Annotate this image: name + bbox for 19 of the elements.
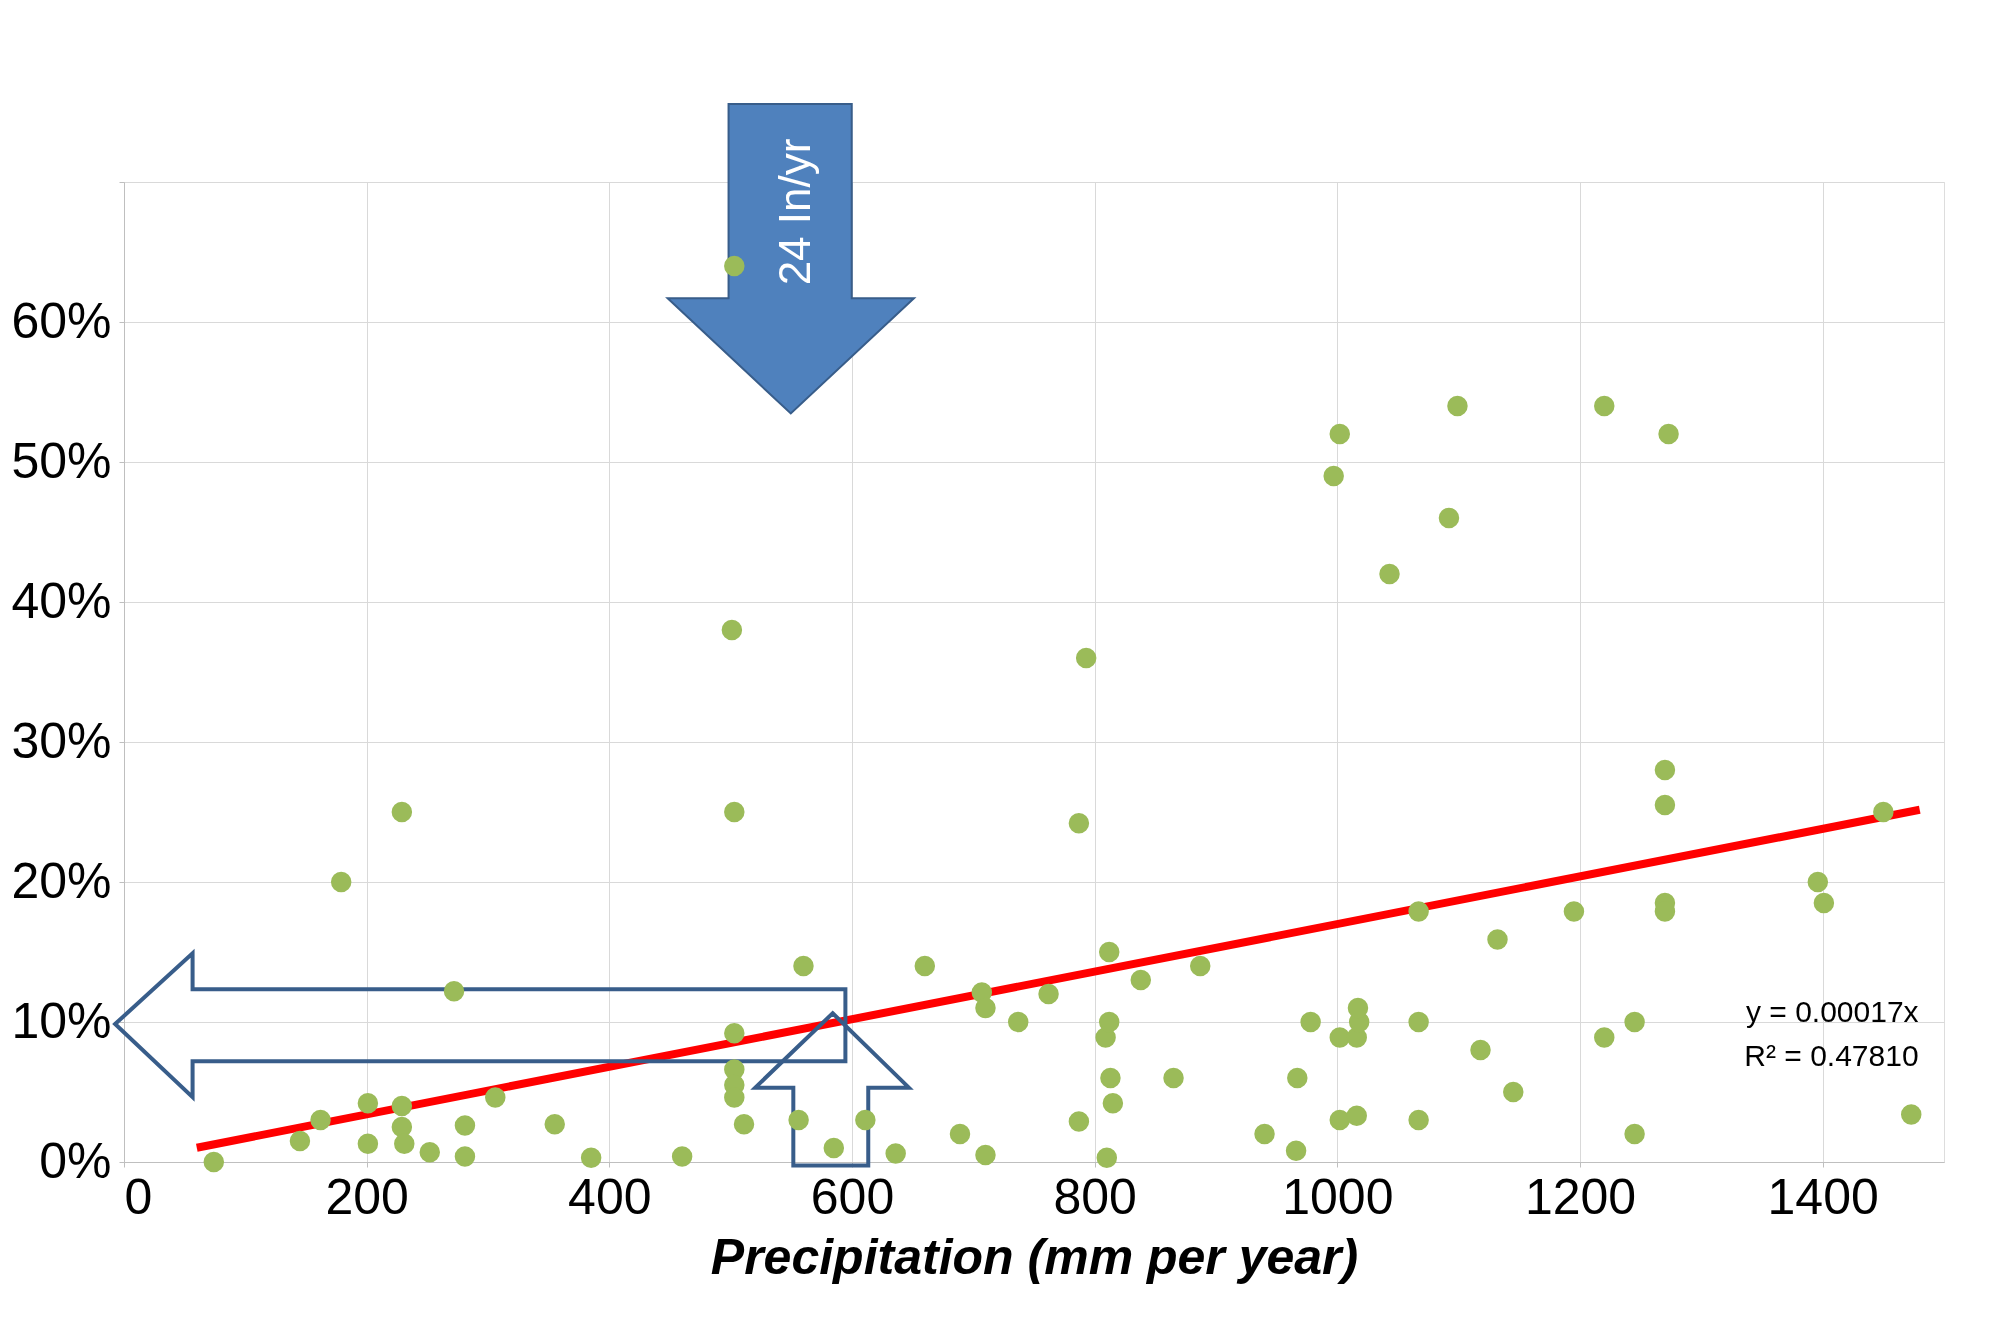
y-tick-label: 60% bbox=[11, 292, 112, 349]
y-tick-label: 40% bbox=[11, 572, 112, 629]
x-tick-label: 400 bbox=[568, 1168, 652, 1225]
annotation: R² = 0.47810 bbox=[1744, 1039, 1919, 1073]
x-tick-label: 1000 bbox=[1282, 1168, 1394, 1225]
y-tick-label: 50% bbox=[11, 432, 112, 489]
x-tick-label: 0 bbox=[124, 1168, 153, 1225]
y-tick-label: 0% bbox=[39, 1132, 112, 1189]
x-tick-label: 800 bbox=[1053, 1168, 1137, 1225]
x-tick-label: 200 bbox=[325, 1168, 409, 1225]
x-tick-label: 600 bbox=[810, 1168, 895, 1225]
annotation: 24 In/yr bbox=[770, 138, 820, 286]
x-tick-label: 1200 bbox=[1524, 1168, 1637, 1225]
y-tick-label: 10% bbox=[11, 992, 112, 1049]
y-tick-label: 30% bbox=[11, 712, 112, 769]
x-axis-title: Precipitation (mm per year) bbox=[710, 1228, 1359, 1285]
annotation: y = 0.00017x bbox=[1745, 995, 1919, 1029]
y-tick-label: 20% bbox=[11, 852, 112, 909]
x-tick-label: 1400 bbox=[1767, 1168, 1879, 1225]
